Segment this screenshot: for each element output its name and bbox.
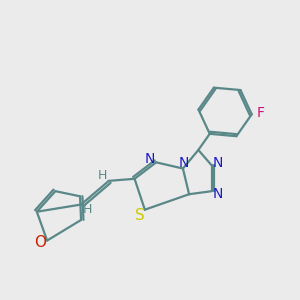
Text: S: S [135,208,144,223]
Text: N: N [213,187,224,200]
Text: O: O [34,235,46,250]
Text: N: N [213,156,224,170]
Text: N: N [144,152,155,167]
Text: H: H [83,203,92,216]
Text: F: F [257,106,265,120]
Text: H: H [98,169,107,182]
Text: N: N [178,156,189,170]
